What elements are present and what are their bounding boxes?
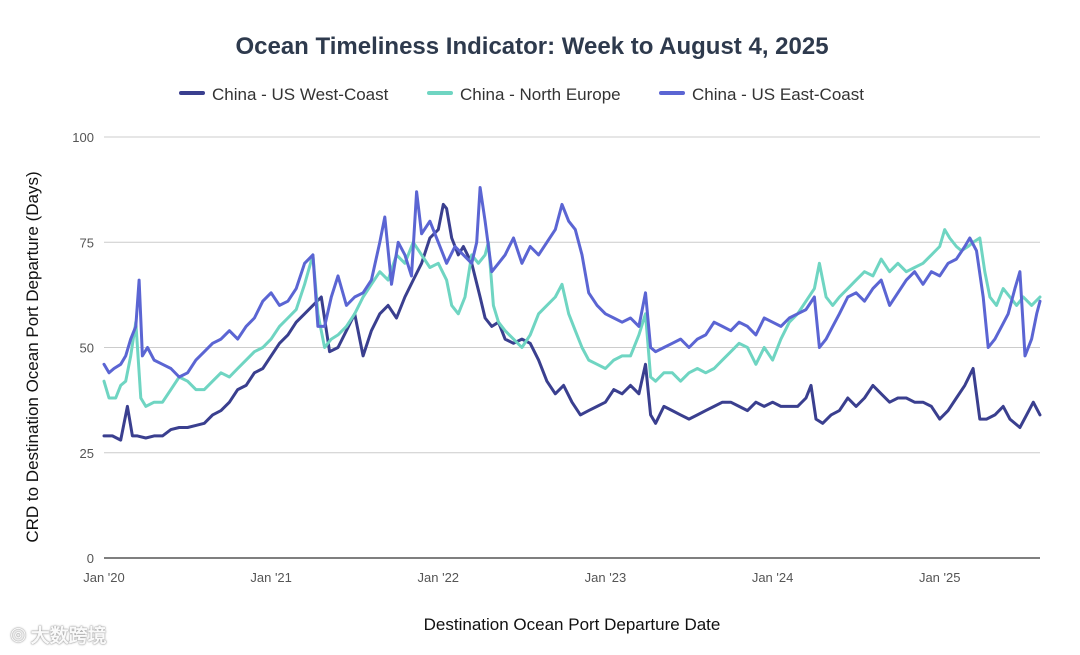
- chart-title: Ocean Timeliness Indicator: Week to Augu…: [235, 33, 828, 60]
- x-axis-label: Destination Ocean Port Departure Date: [424, 615, 721, 634]
- legend: China - US West-Coast China - North Euro…: [179, 85, 864, 104]
- watermark-mark: 大数跨境: [30, 624, 107, 647]
- x-axis-ticks: Jan '20 Jan '21 Jan '22 Jan '23 Jan '24 Jan '…: [83, 570, 960, 585]
- x-tick-label: Jan '21: [250, 570, 292, 585]
- x-tick-label: Jan '24: [752, 570, 794, 585]
- series-line-us-east-coast: [102, 186, 1042, 379]
- y-tick-label: 25: [80, 446, 94, 461]
- x-tick-label: Jan '23: [585, 570, 627, 585]
- watermark-logo: ◎ 大数跨境: [10, 619, 145, 649]
- series-lines: [102, 186, 1042, 442]
- y-axis-label: CRD to Destination Ocean Port Departure …: [23, 171, 42, 542]
- x-tick-label: Jan '25: [919, 570, 961, 585]
- y-tick-label: 100: [72, 130, 94, 145]
- legend-label-north-europe: China - North Europe: [460, 85, 621, 104]
- legend-label-us-west-coast: China - US West-Coast: [212, 85, 389, 104]
- x-tick-label: Jan '22: [418, 570, 460, 585]
- x-tick-label: Jan '20: [83, 570, 125, 585]
- watermark-icon: ◎: [10, 623, 27, 645]
- gridlines: [104, 136, 1040, 559]
- series-line-north-europe: [102, 228, 1042, 408]
- y-tick-label: 0: [87, 551, 94, 566]
- legend-label-us-east-coast: China - US East-Coast: [692, 85, 864, 104]
- y-tick-label: 50: [80, 341, 94, 356]
- series-line-us-west-coast: [102, 202, 1042, 442]
- y-tick-label: 75: [80, 235, 94, 250]
- y-axis-ticks: 0 25 50 75 100: [72, 130, 94, 566]
